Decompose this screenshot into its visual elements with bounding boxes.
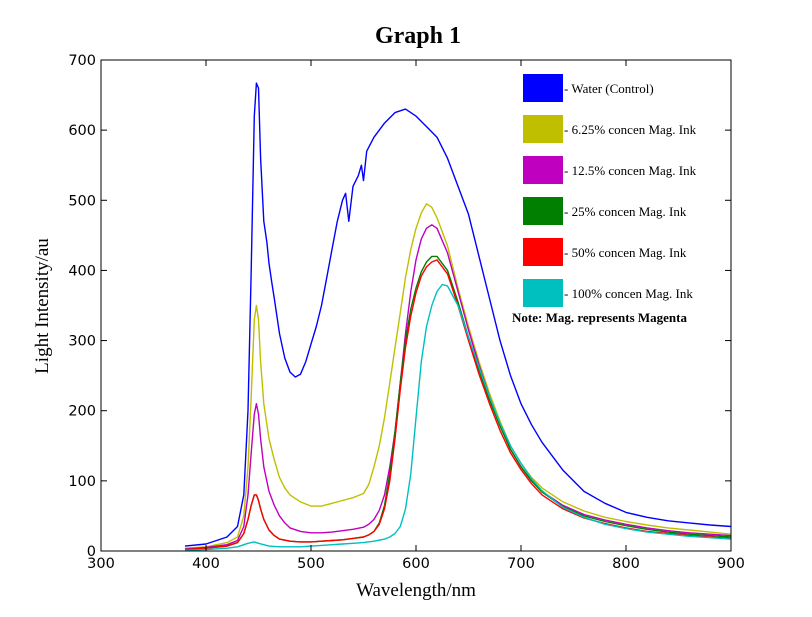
series-line-1 — [184, 203, 732, 549]
legend-label-3: - 25% concen Mag. Ink — [564, 204, 687, 219]
x-tick-label: 400 — [192, 556, 220, 572]
x-axis-ticks: 300 400 500 600 700 800 900 — [87, 60, 745, 572]
x-axis-label: Wavelength/nm — [356, 580, 476, 601]
y-tick-label: 600 — [68, 123, 96, 139]
x-tick-label: 700 — [507, 556, 535, 572]
legend-swatch-3 — [523, 197, 563, 225]
legend-swatch-5 — [523, 279, 563, 307]
y-tick-label: 100 — [68, 474, 96, 490]
legend-label-1: - 6.25% concen Mag. Ink — [564, 122, 697, 137]
series-line-4 — [184, 259, 732, 551]
y-tick-label: 700 — [68, 53, 96, 69]
legend-label-4: - 50% concen Mag. Ink — [564, 245, 687, 260]
plot-lines — [184, 82, 732, 551]
y-tick-label: 500 — [68, 193, 96, 209]
legend-swatch-2 — [523, 156, 563, 184]
legend-swatch-0 — [523, 74, 563, 102]
x-tick-label: 800 — [612, 556, 640, 572]
legend-label-0: - Water (Control) — [564, 81, 654, 96]
series-line-0 — [184, 82, 732, 547]
x-tick-label: 900 — [717, 556, 745, 572]
x-tick-label: 500 — [297, 556, 325, 572]
y-tick-label: 0 — [87, 544, 96, 560]
legend-swatch-4 — [523, 238, 563, 266]
x-tick-label: 300 — [87, 556, 115, 572]
legend-swatch-1 — [523, 115, 563, 143]
y-axis-label: Light Intensity/au — [32, 238, 53, 374]
y-tick-label: 400 — [68, 263, 96, 279]
series-line-2 — [184, 224, 732, 550]
legend-note: Note: Mag. represents Magenta — [512, 310, 687, 325]
x-tick-label: 600 — [402, 556, 430, 572]
y-axis-ticks: 0 100 200 300 400 500 600 700 — [68, 53, 731, 560]
chart-title: Graph 1 — [375, 23, 461, 49]
legend-label-5: - 100% concen Mag. Ink — [564, 286, 693, 301]
y-tick-label: 300 — [68, 334, 96, 350]
legend-label-2: - 12.5% concen Mag. Ink — [564, 163, 697, 178]
series-line-5 — [184, 283, 732, 551]
legend: - Water (Control) - 6.25% concen Mag. Ink… — [512, 74, 697, 325]
y-tick-label: 200 — [68, 404, 96, 420]
